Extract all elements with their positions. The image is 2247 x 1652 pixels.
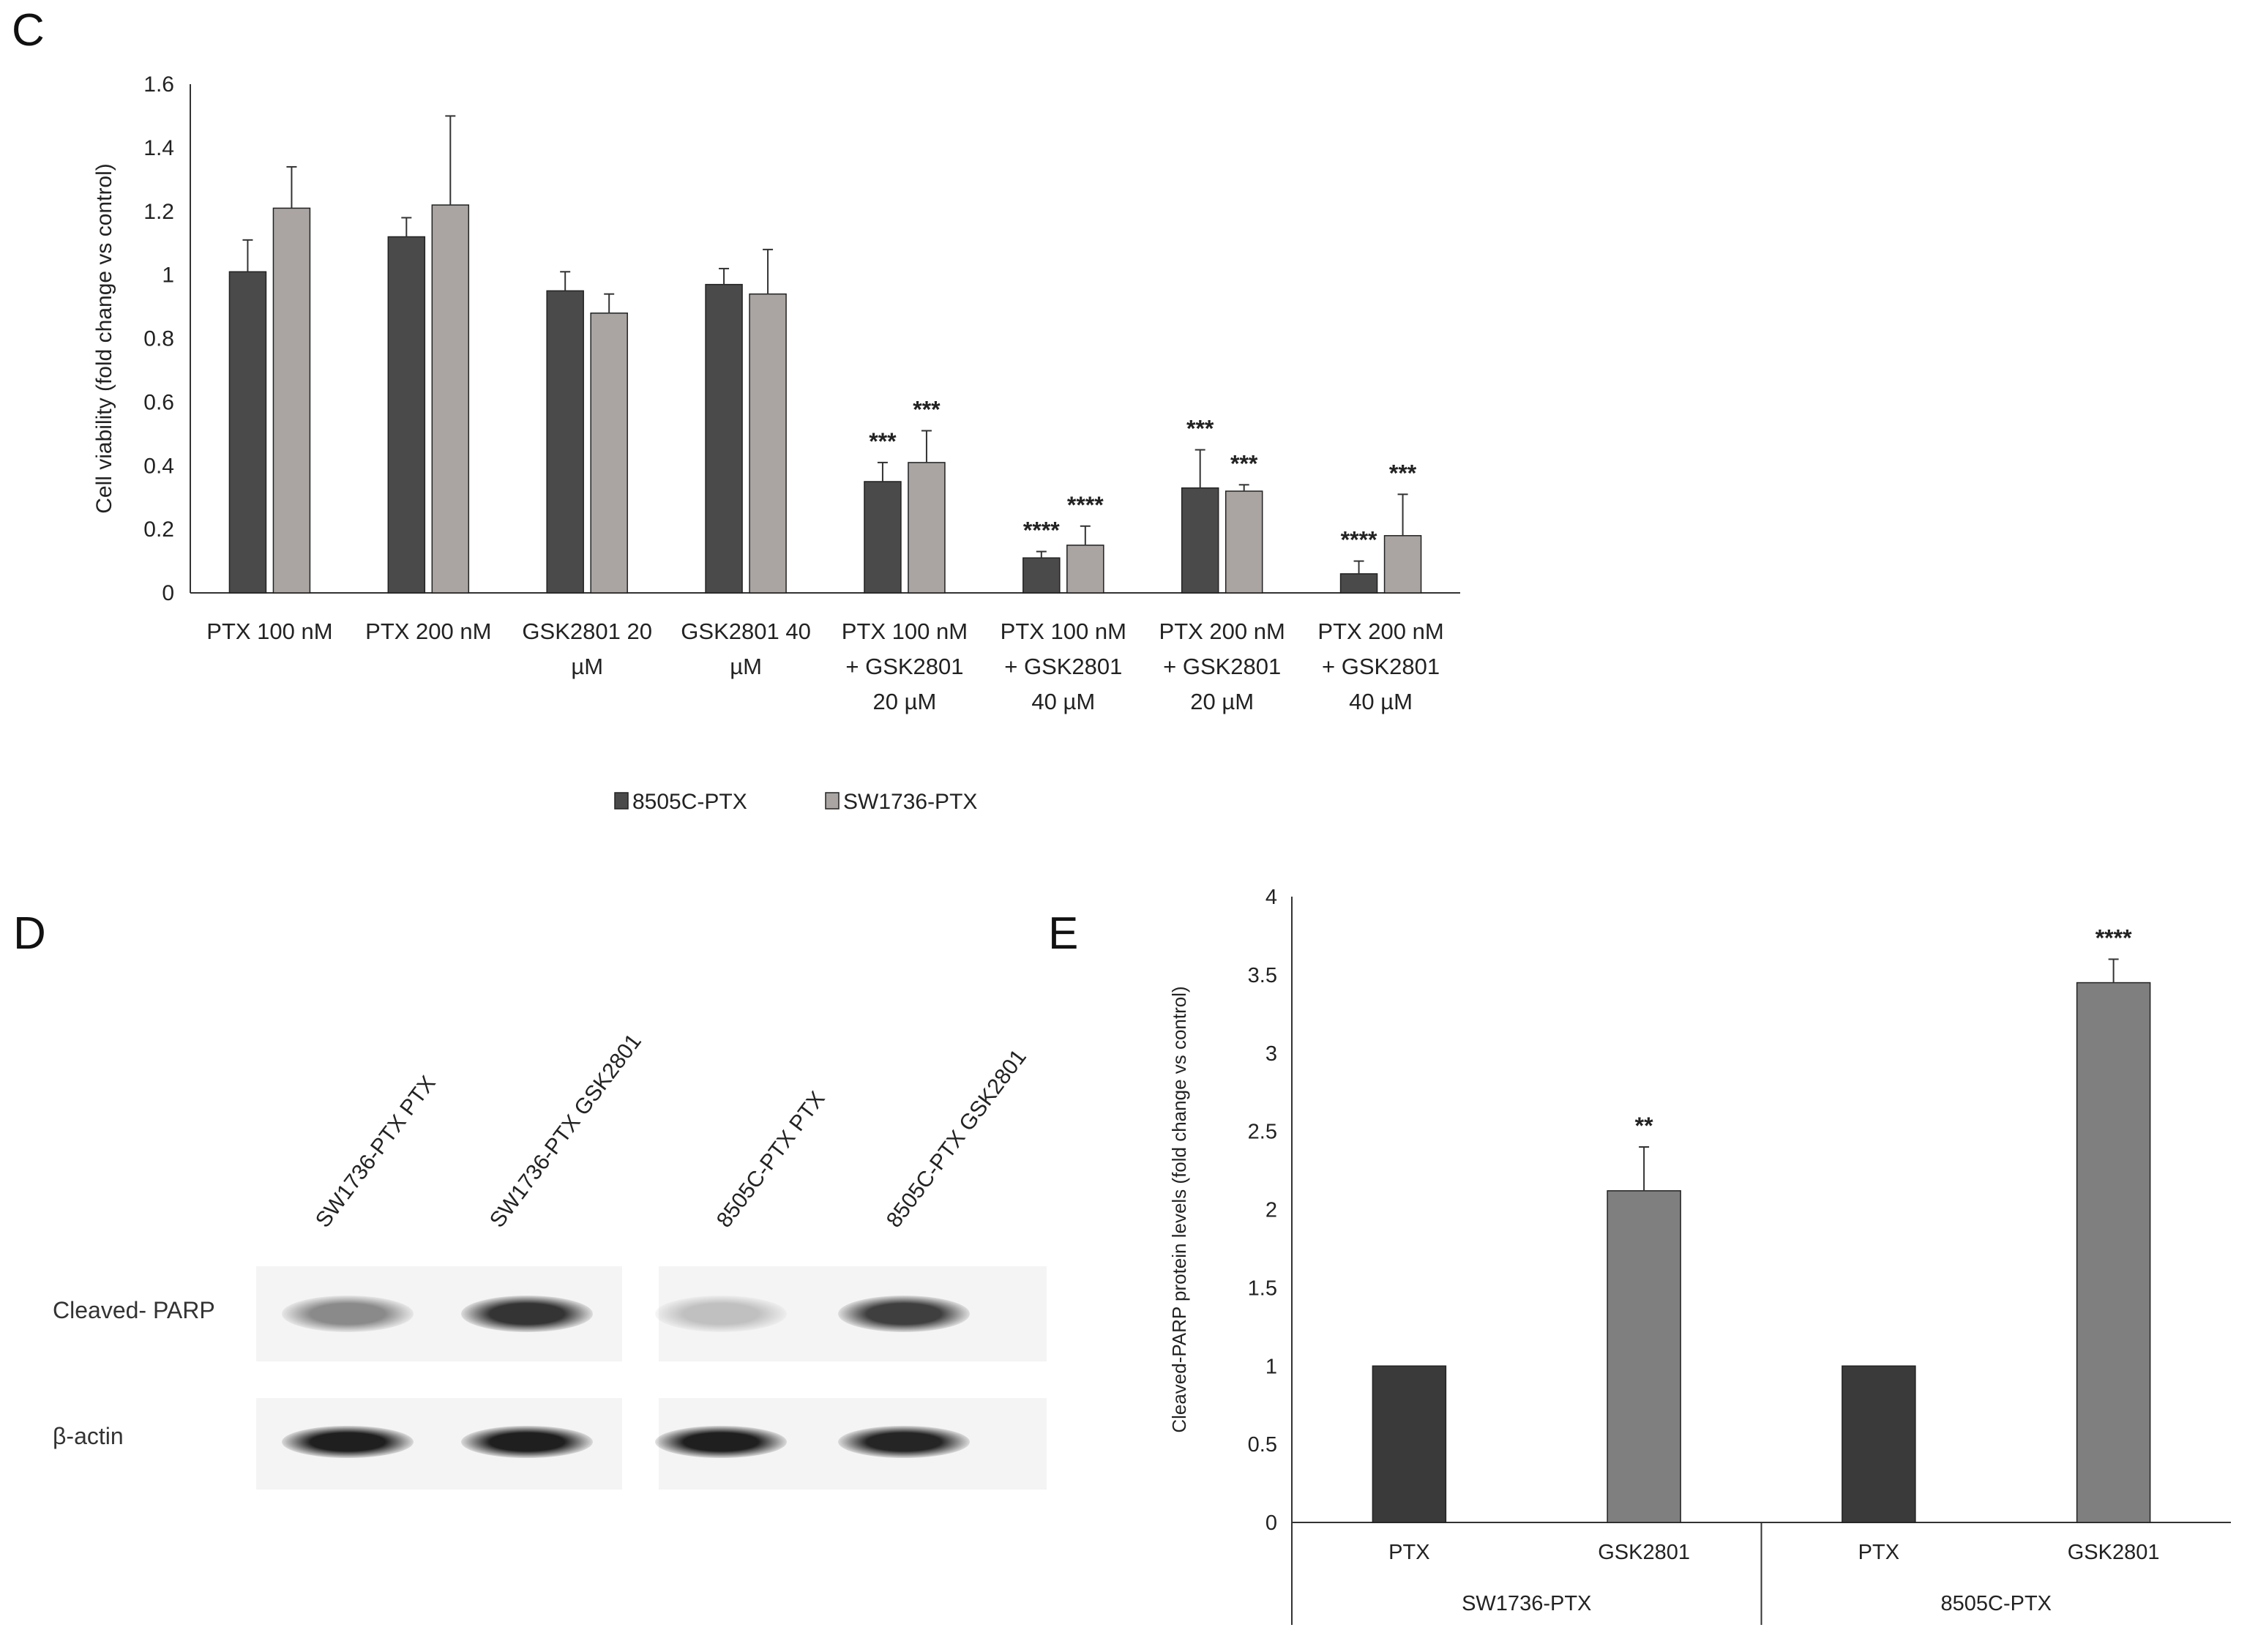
panel-label-d: D [13, 908, 46, 959]
y-tick-label: 4 [1265, 886, 1277, 909]
significance-label: *** [1389, 460, 1417, 486]
x-tick-label: µM [571, 654, 603, 679]
x-tick-label: PTX 200 nM [365, 618, 491, 644]
y-tick-label: 0.5 [1248, 1433, 1277, 1457]
significance-label: *** [1186, 416, 1214, 442]
western-blot: SW1736-PTX PTX SW1736-PTX GSK2801 8505C-… [0, 908, 1083, 1640]
x-tick-label: GSK2801 40 [681, 618, 811, 644]
bar [1022, 557, 1061, 594]
x-tick-label: + GSK2801 [845, 654, 963, 679]
x-tick-label: + GSK2801 [1004, 654, 1122, 679]
significance-label: ** [1635, 1113, 1653, 1139]
band-beta-actin [282, 1426, 414, 1458]
bar [431, 204, 470, 594]
y-tick-label: 0.4 [143, 454, 174, 478]
band-cleaved-parp [838, 1296, 970, 1332]
y-tick-label: 1.4 [143, 136, 174, 160]
y-tick-label: 0 [162, 581, 174, 605]
band-cleaved-parp [282, 1296, 414, 1332]
y-tick-label: 1.6 [143, 72, 174, 97]
legend-swatch [825, 792, 840, 810]
x-tick-label: GSK2801 [2068, 1541, 2160, 1564]
x-tick-label: PTX [1858, 1541, 1899, 1564]
x-tick-label: PTX [1388, 1541, 1429, 1564]
bar [1225, 490, 1263, 594]
band-cleaved-parp [461, 1296, 593, 1332]
x-tick-label: PTX 100 nM [206, 618, 332, 644]
y-tick-label: 3.5 [1248, 964, 1277, 987]
bar [705, 283, 743, 594]
y-tick-label: 2 [1265, 1199, 1277, 1222]
x-tick-label: + GSK2801 [1322, 654, 1440, 679]
legend-label: SW1736-PTX [843, 790, 977, 814]
x-tick-label: 20 µM [873, 689, 937, 714]
bar [228, 271, 267, 594]
legend-label: 8505C-PTX [632, 790, 747, 814]
band-beta-actin [461, 1426, 593, 1458]
x-tick-label: PTX 200 nM [1317, 618, 1443, 644]
bar [1607, 1190, 1681, 1523]
x-tick-label: 40 µM [1349, 689, 1413, 714]
y-tick-label: 3 [1265, 1042, 1277, 1066]
bar [590, 313, 628, 594]
bar [387, 236, 426, 594]
row-label-beta-actin: β-actin [53, 1423, 124, 1449]
panel-label-e: E [1048, 908, 1079, 959]
y-tick-label: 2.5 [1248, 1121, 1277, 1144]
x-tick-label: + GSK2801 [1163, 654, 1281, 679]
y-tick-label: 0.8 [143, 327, 174, 351]
legend-swatch [614, 792, 629, 810]
bar [864, 481, 902, 594]
panel-label-c: C [12, 5, 45, 56]
significance-label: *** [913, 396, 941, 422]
bar [2076, 982, 2151, 1523]
band-cleaved-parp [655, 1296, 787, 1332]
y-tick-label: 1 [162, 264, 174, 288]
bar [1181, 487, 1219, 594]
y-tick-label: 1.2 [143, 200, 174, 224]
x-tick-label: PTX 100 nM [1001, 618, 1126, 644]
group-label: SW1736-PTX [1462, 1592, 1591, 1615]
bar [546, 290, 584, 594]
chart-c-cell-viability: 0 0.2 0.4 0.6 0.8 1 1.2 1.4 1.6 Cell viability (f… [92, 72, 1460, 814]
y-tick-label: 0.6 [143, 390, 174, 414]
band-beta-actin [655, 1426, 787, 1458]
y-tick-label: 1.5 [1248, 1277, 1277, 1300]
bar [908, 462, 946, 594]
x-tick-label: PTX 200 nM [1159, 618, 1285, 644]
x-tick-label: 40 µM [1031, 689, 1095, 714]
bar [1383, 535, 1422, 594]
bar [272, 207, 311, 594]
significance-label: **** [1067, 492, 1104, 518]
y-axis-title: Cell viability (fold change vs control) [92, 163, 116, 514]
significance-label: **** [1341, 527, 1377, 553]
significance-label: **** [1023, 517, 1060, 544]
bar [749, 293, 787, 594]
lane-label: 8505C-PTX GSK2801 [881, 1044, 1031, 1233]
bar [1842, 1365, 1916, 1523]
x-tick-label: GSK2801 20 [522, 618, 652, 644]
y-axis-title: Cleaved-PARP protein levels (fold change… [1168, 986, 1190, 1432]
x-tick-label: 20 µM [1190, 689, 1254, 714]
chart-e-cleaved-parp: 0 0.5 1 1.5 2 2.5 3 3.5 4 Cleaved-PARP protein le… [1168, 886, 2231, 1625]
y-tick-label: 1 [1265, 1355, 1277, 1378]
lane-label: 8505C-PTX PTX [711, 1087, 830, 1233]
lane-label: SW1736-PTX PTX [310, 1071, 441, 1233]
significance-label: *** [1230, 450, 1258, 476]
x-tick-label: µM [730, 654, 762, 679]
significance-label: *** [869, 428, 897, 455]
x-tick-label: GSK2801 [1598, 1541, 1690, 1564]
lane-label: SW1736-PTX GSK2801 [485, 1029, 646, 1233]
bar [1372, 1365, 1447, 1523]
row-label-cleaved-parp: Cleaved- PARP [53, 1297, 215, 1323]
y-tick-label: 0 [1265, 1511, 1277, 1535]
band-beta-actin [838, 1426, 970, 1458]
group-label: 8505C-PTX [1940, 1592, 2052, 1615]
bar [1339, 573, 1378, 594]
x-tick-label: PTX 100 nM [842, 618, 968, 644]
bar [1066, 545, 1104, 594]
significance-label: **** [2095, 925, 2132, 952]
y-tick-label: 0.2 [143, 517, 174, 542]
